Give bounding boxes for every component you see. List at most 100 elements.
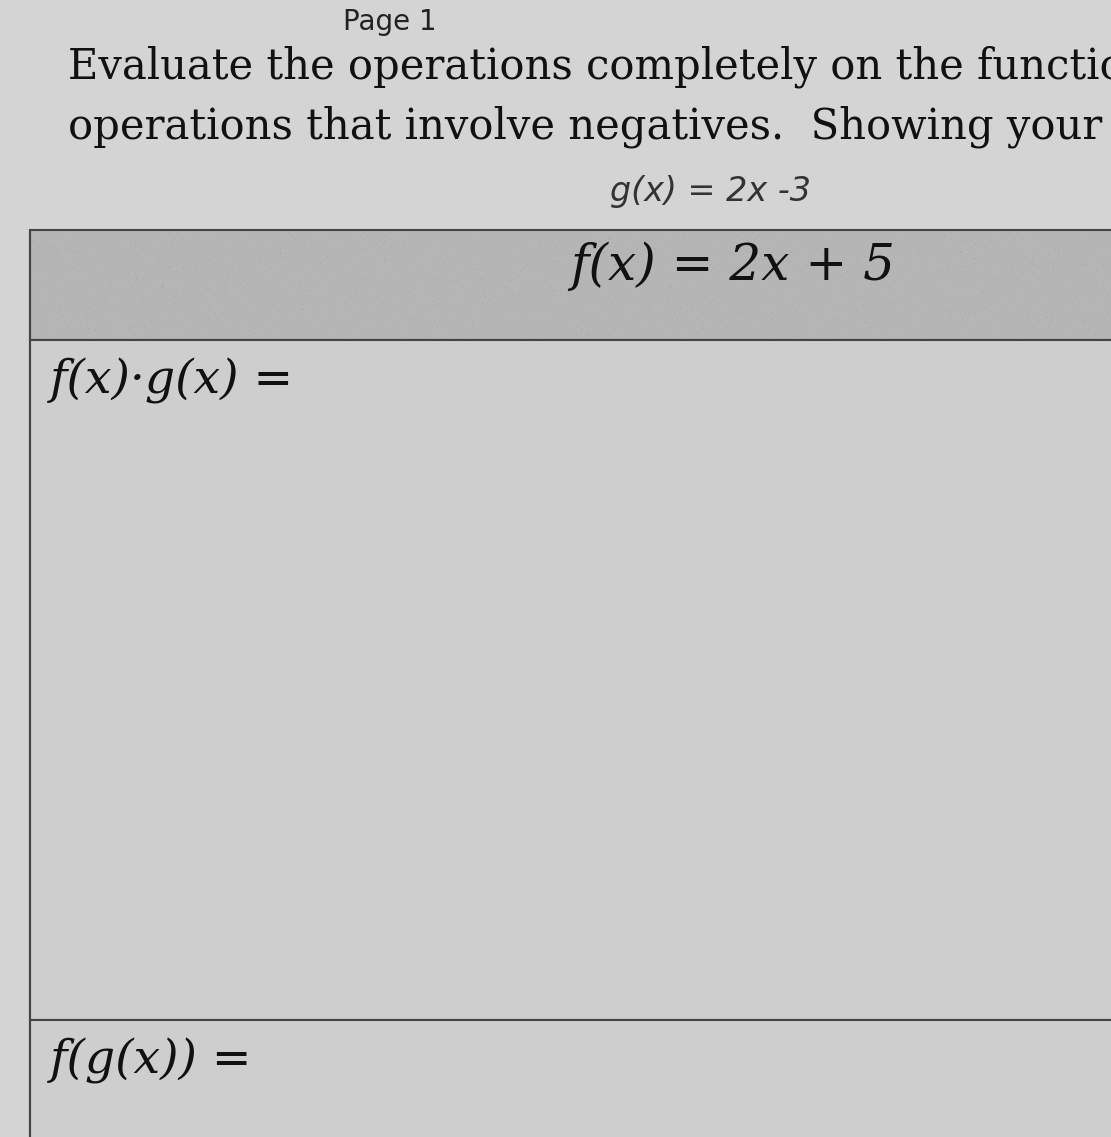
- Point: [609, 247, 627, 265]
- Point: [502, 263, 520, 281]
- Point: [929, 260, 947, 279]
- Point: [675, 251, 693, 269]
- Point: [812, 294, 830, 313]
- Point: [272, 298, 290, 316]
- Point: [218, 302, 236, 321]
- Point: [814, 329, 832, 347]
- Point: [822, 284, 840, 302]
- Point: [833, 302, 851, 321]
- Point: [538, 264, 556, 282]
- Point: [72, 284, 90, 302]
- Point: [249, 284, 267, 302]
- Point: [834, 236, 852, 255]
- Point: [861, 321, 879, 339]
- Point: [324, 276, 342, 294]
- Point: [600, 305, 618, 323]
- Point: [404, 308, 422, 326]
- Point: [1008, 269, 1025, 288]
- Point: [503, 224, 521, 242]
- Point: [67, 231, 84, 249]
- Point: [931, 234, 949, 252]
- Point: [191, 234, 209, 252]
- Point: [416, 300, 433, 318]
- Point: [538, 327, 556, 346]
- Point: [715, 240, 733, 258]
- Point: [842, 289, 860, 307]
- Point: [714, 227, 732, 246]
- Point: [1044, 309, 1062, 327]
- Point: [1073, 234, 1091, 252]
- Point: [981, 296, 999, 314]
- Point: [119, 287, 137, 305]
- Point: [83, 307, 101, 325]
- Point: [1024, 256, 1042, 274]
- Point: [377, 266, 394, 284]
- Point: [574, 258, 592, 276]
- Point: [373, 239, 391, 257]
- Point: [731, 239, 749, 257]
- Point: [407, 321, 424, 339]
- Point: [1042, 283, 1060, 301]
- Point: [1091, 235, 1109, 254]
- Point: [258, 225, 276, 243]
- Point: [823, 324, 841, 342]
- Point: [256, 257, 273, 275]
- Point: [50, 250, 68, 268]
- Point: [132, 241, 150, 259]
- Point: [187, 234, 204, 252]
- Point: [307, 252, 324, 271]
- Point: [354, 323, 372, 341]
- Point: [306, 248, 323, 266]
- Point: [907, 297, 924, 315]
- Point: [493, 225, 511, 243]
- Point: [1035, 248, 1053, 266]
- Point: [775, 302, 793, 321]
- Point: [688, 310, 705, 329]
- Point: [952, 246, 970, 264]
- Point: [729, 304, 747, 322]
- Point: [740, 275, 758, 293]
- Point: [469, 235, 487, 254]
- Point: [828, 309, 845, 327]
- Point: [274, 267, 292, 285]
- Point: [1103, 297, 1111, 315]
- Point: [962, 279, 980, 297]
- Point: [177, 321, 194, 339]
- Point: [959, 275, 977, 293]
- Point: [597, 293, 614, 312]
- Point: [358, 240, 376, 258]
- Point: [170, 266, 188, 284]
- Point: [120, 305, 138, 323]
- Point: [975, 264, 993, 282]
- Point: [1040, 282, 1058, 300]
- Point: [62, 257, 80, 275]
- Point: [267, 294, 284, 313]
- Point: [1098, 305, 1111, 323]
- Point: [943, 317, 961, 335]
- Point: [351, 317, 369, 335]
- Point: [670, 305, 688, 323]
- Point: [130, 223, 148, 241]
- Point: [188, 282, 206, 300]
- Point: [693, 304, 711, 322]
- Point: [1027, 325, 1044, 343]
- Point: [438, 247, 456, 265]
- Point: [261, 252, 279, 271]
- Point: [562, 294, 580, 313]
- Point: [865, 271, 883, 289]
- Point: [881, 276, 899, 294]
- Point: [772, 276, 790, 294]
- Point: [983, 241, 1001, 259]
- Point: [362, 325, 380, 343]
- Point: [134, 308, 152, 326]
- Point: [242, 307, 260, 325]
- Point: [506, 247, 523, 265]
- Point: [704, 229, 722, 247]
- Point: [529, 301, 547, 319]
- Point: [781, 301, 799, 319]
- Point: [587, 252, 604, 271]
- Point: [841, 302, 859, 321]
- Point: [366, 289, 383, 307]
- Point: [477, 243, 494, 262]
- Point: [727, 292, 744, 310]
